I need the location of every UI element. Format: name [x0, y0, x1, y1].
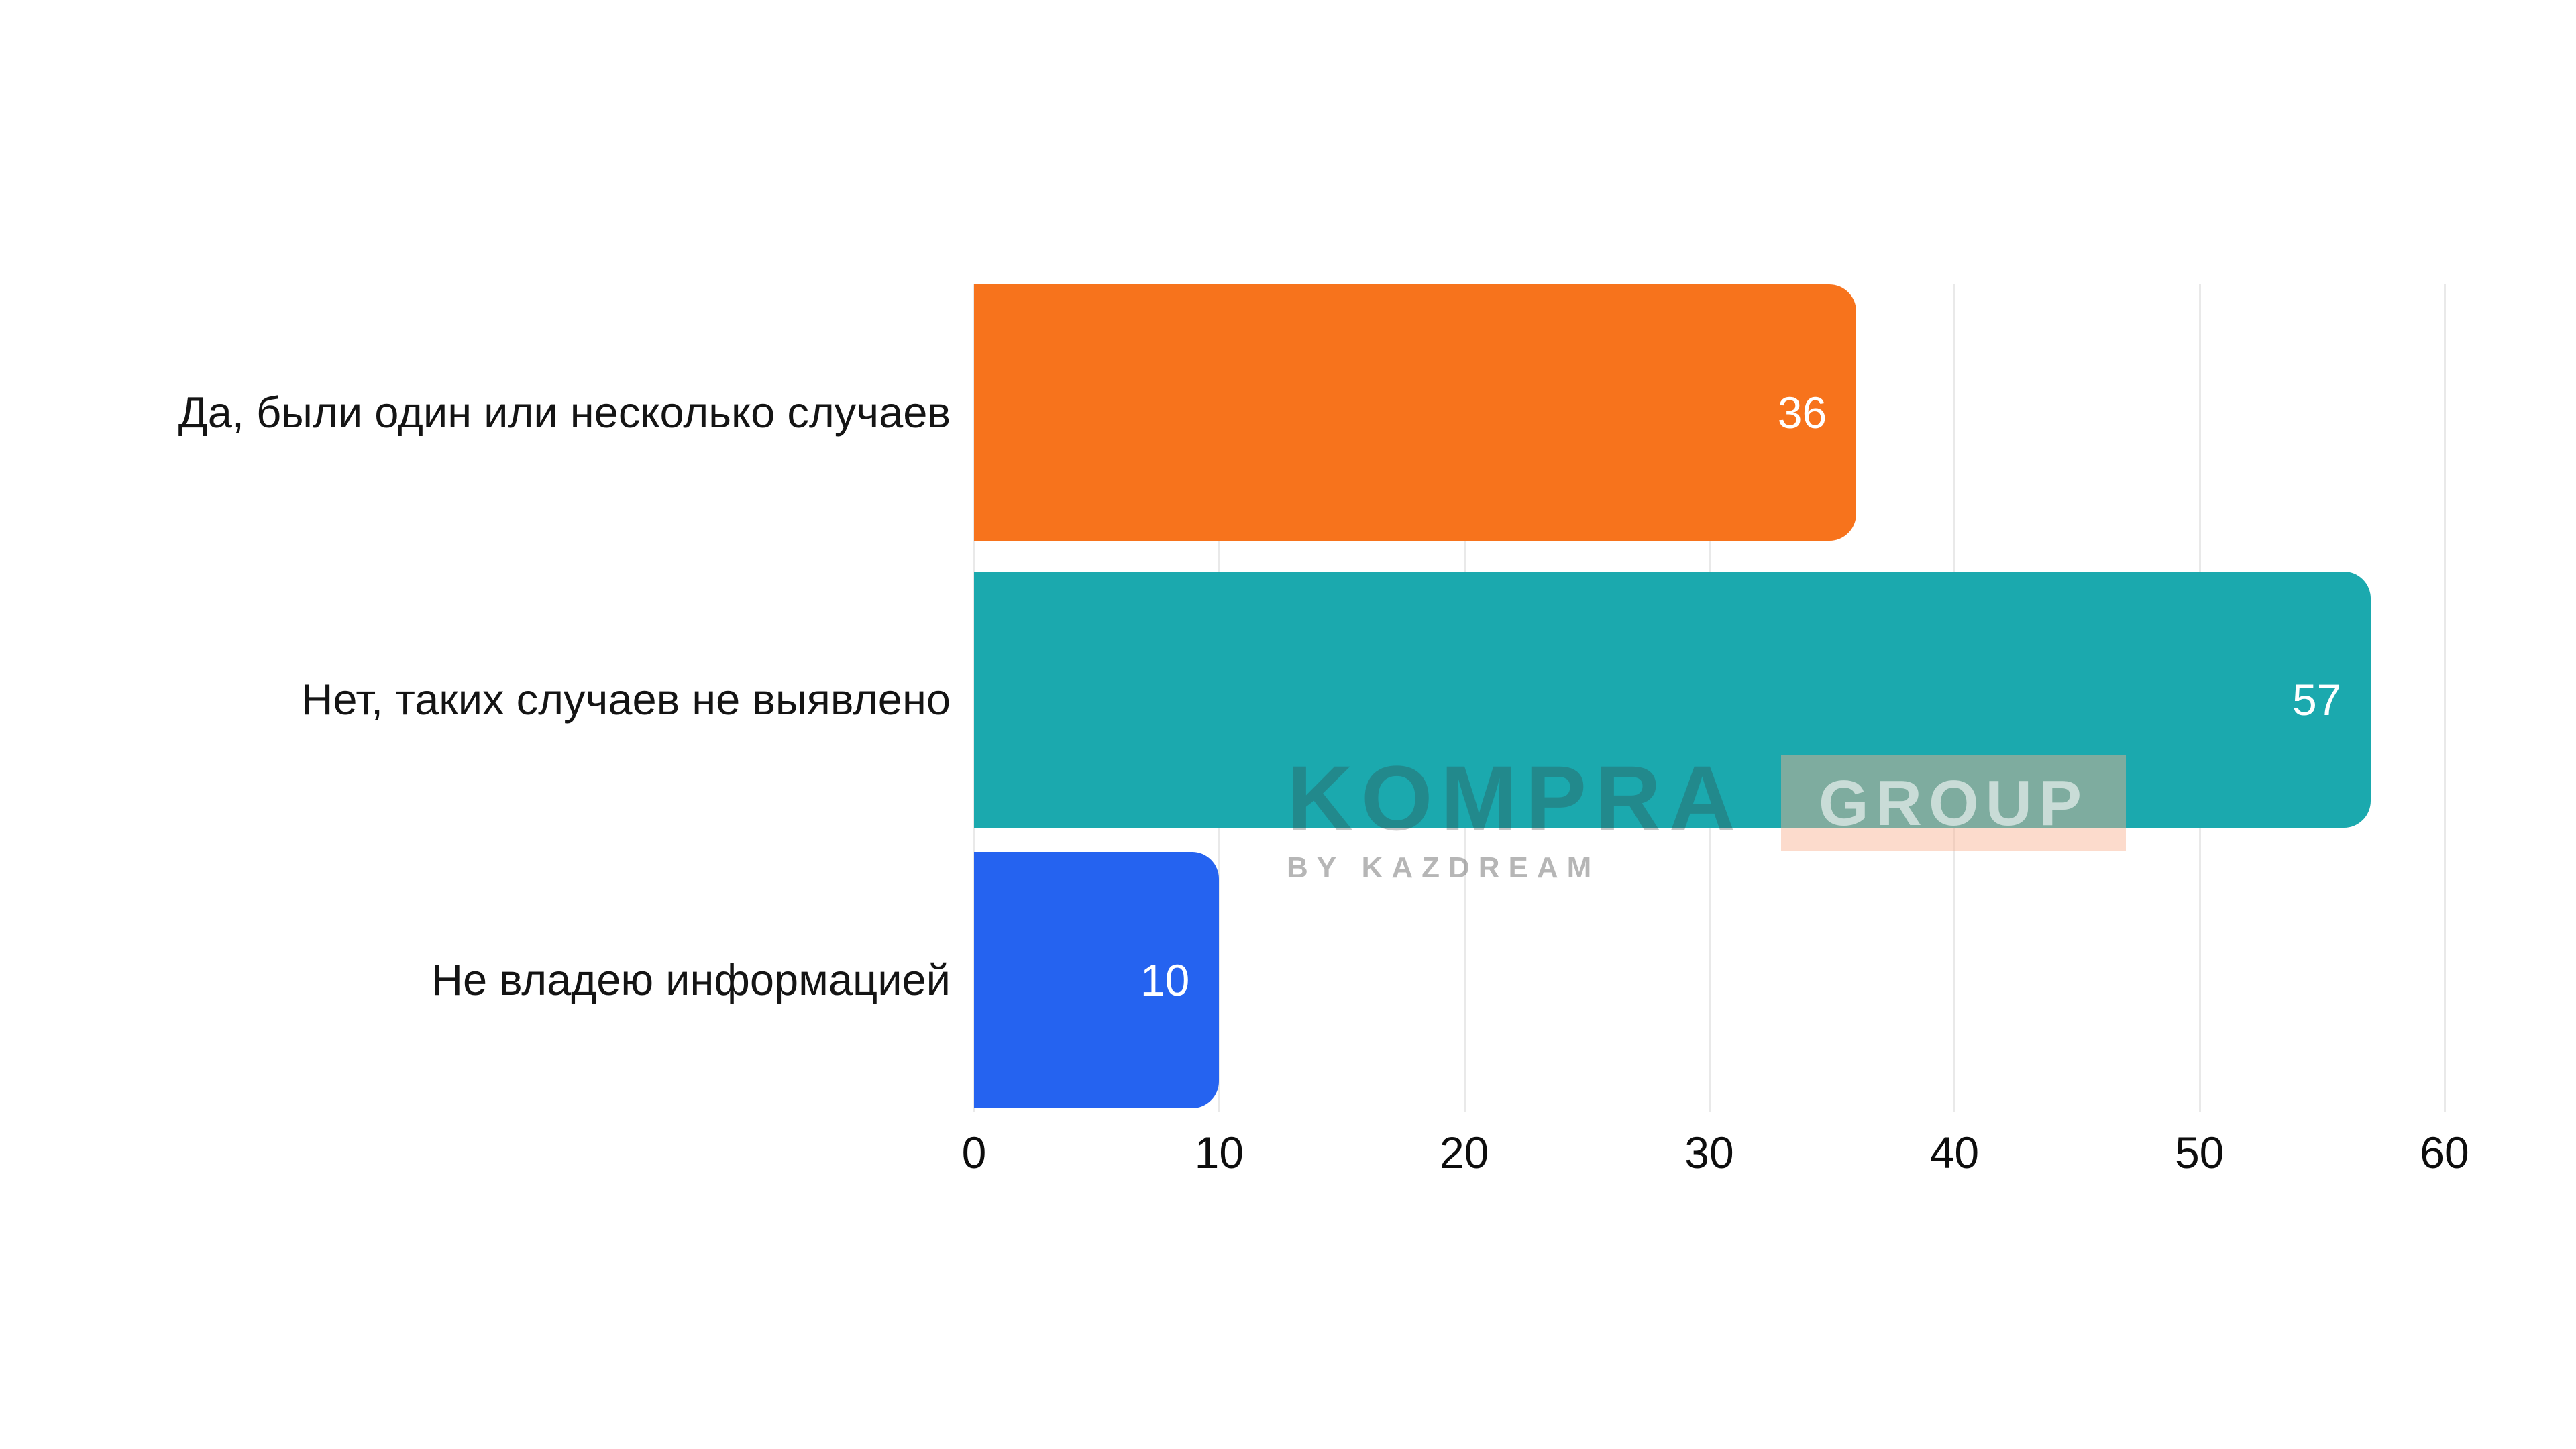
category-label: Не владею информацией: [431, 955, 951, 1004]
bar: 57: [974, 572, 2371, 828]
x-axis-tick-label: 40: [1929, 1128, 1980, 1177]
x-axis-tick-label: 0: [961, 1128, 987, 1177]
bar: 36: [974, 284, 1857, 541]
x-axis-tick-label: 50: [2174, 1128, 2224, 1177]
x-axis-tick-label: 10: [1194, 1128, 1244, 1177]
category-axis: Да, были один или несколько случаев Нет, …: [0, 284, 951, 1112]
category-label: Нет, таких случаев не выявлено: [301, 675, 951, 724]
plot-area: 36 57 10: [973, 284, 2446, 1112]
category-label: Да, были один или несколько случаев: [178, 388, 951, 437]
bar-value-label: 57: [2292, 675, 2342, 724]
x-axis-tick-label: 30: [1684, 1128, 1734, 1177]
x-axis-tick-label: 60: [2420, 1128, 2469, 1177]
x-axis: 0 10 20 30 40 50 60: [962, 1112, 2469, 1199]
gridline: [2444, 284, 2446, 1112]
bar: 10: [974, 852, 1220, 1108]
x-axis-tick-label: 20: [1439, 1128, 1489, 1177]
bar-value-label: 10: [1140, 955, 1190, 1005]
bar-value-label: 36: [1777, 388, 1827, 437]
